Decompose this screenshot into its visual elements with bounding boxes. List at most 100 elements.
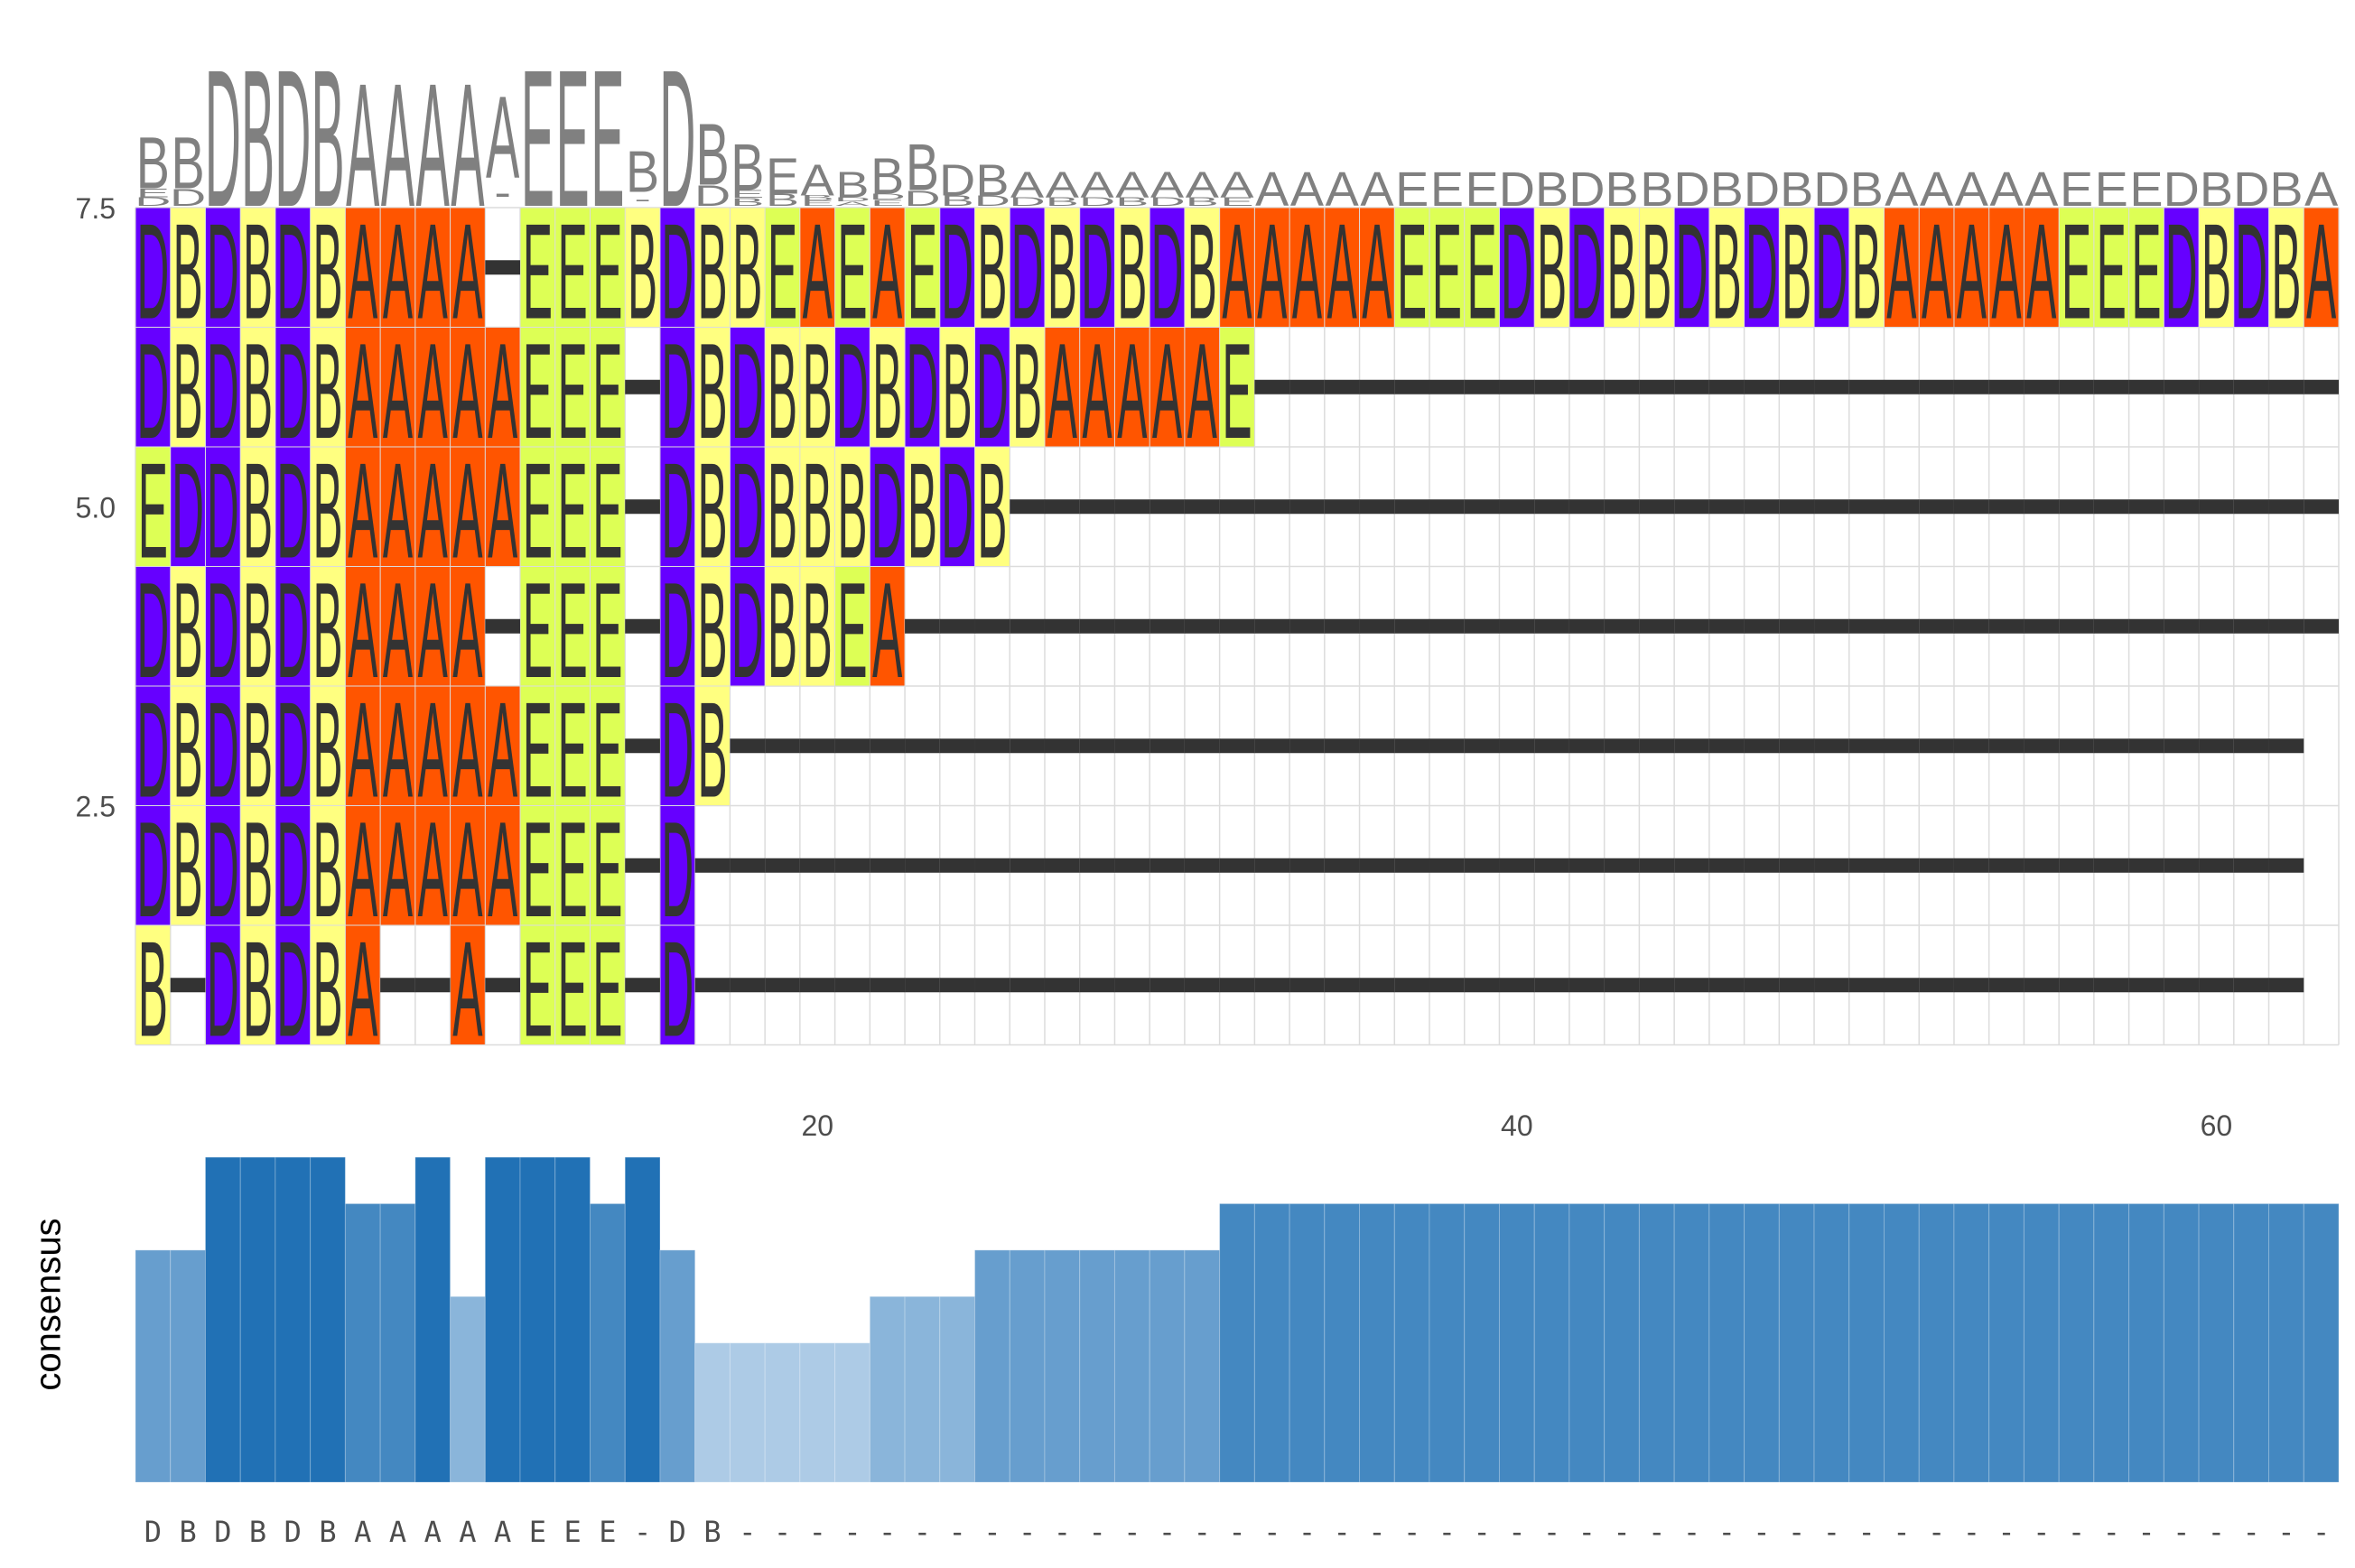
- gap-mark: [1848, 978, 1885, 993]
- gap-mark: [2199, 738, 2234, 754]
- consensus-letter: -: [1123, 1515, 1140, 1549]
- residue-letter: D: [941, 194, 973, 347]
- gap-mark: [1289, 499, 1325, 515]
- residue-cell: [135, 208, 171, 327]
- gap-mark: [2199, 978, 2234, 993]
- gap-mark: [1568, 978, 1605, 993]
- residue-cell: [1045, 208, 1080, 327]
- consensus-bar: [974, 1249, 1010, 1483]
- residue-letter: B: [908, 433, 937, 586]
- residue-letter: A: [2026, 194, 2056, 347]
- gap-mark: [1254, 379, 1290, 394]
- gap-mark: [1708, 738, 1745, 754]
- residue-cell: [311, 686, 345, 805]
- consensus-bar: [2093, 1202, 2130, 1483]
- consensus-letter: -: [1753, 1515, 1770, 1549]
- consensus-letter: -: [2033, 1515, 2050, 1549]
- residue-letter: D: [661, 433, 693, 586]
- residue-cell: [555, 208, 590, 327]
- residue-cell: [485, 686, 520, 805]
- residue-letter: E: [558, 673, 588, 825]
- residue-letter: A: [1992, 194, 2022, 347]
- gap-mark: [2093, 499, 2129, 515]
- residue-cell: [2199, 208, 2234, 327]
- residue-letter: B: [732, 194, 762, 347]
- residue-cell: [975, 328, 1010, 447]
- residue-letter: A: [452, 314, 482, 467]
- residue-cell: [451, 925, 485, 1044]
- residue-letter: D: [871, 433, 904, 586]
- gap-mark: [1674, 499, 1709, 515]
- residue-letter: D: [276, 553, 309, 706]
- consensus-letter: -: [1858, 1515, 1876, 1549]
- gap-mark: [1953, 738, 1989, 754]
- gap-mark: [1744, 978, 1780, 993]
- consensus-letter: A: [389, 1515, 406, 1549]
- consensus-letter: -: [2068, 1515, 2085, 1549]
- residue-letter: B: [977, 433, 1007, 586]
- residue-cell: [380, 208, 415, 327]
- residue-cell: [380, 567, 415, 686]
- residue-letter: E: [1222, 314, 1252, 467]
- residue-letter: A: [1222, 194, 1252, 347]
- residue-cell: [1745, 208, 1779, 327]
- gap-mark: [1779, 978, 1815, 993]
- residue-letter: E: [592, 314, 622, 467]
- gap-mark: [1114, 618, 1150, 634]
- gap-mark: [1219, 499, 1255, 515]
- consensus-bar: [1044, 1249, 1081, 1483]
- residue-letter: D: [276, 912, 309, 1064]
- gap-mark: [2164, 978, 2200, 993]
- consensus-letter: -: [809, 1515, 826, 1549]
- consensus-letter: A: [354, 1515, 371, 1549]
- gap-mark: [1988, 858, 2025, 873]
- residue-cell: [1919, 208, 1954, 327]
- residue-letter: B: [1187, 194, 1217, 347]
- residue-cell: [660, 925, 695, 1044]
- gap-mark: [1324, 858, 1360, 873]
- gap-mark: [1010, 499, 1045, 515]
- gap-mark: [1079, 858, 1115, 873]
- consensus-letter: -: [1613, 1515, 1630, 1549]
- residue-letter: B: [698, 194, 728, 347]
- gap-mark: [1429, 738, 1465, 754]
- consensus-letter: -: [914, 1515, 931, 1549]
- residue-letter: D: [136, 793, 169, 945]
- residue-letter: E: [523, 314, 553, 467]
- consensus-bar: [1778, 1202, 1815, 1483]
- residue-letter: B: [803, 553, 833, 706]
- gap-mark: [1604, 618, 1640, 634]
- gap-mark: [1534, 379, 1569, 394]
- residue-letter: E: [1432, 194, 1462, 347]
- consensus-letter: -: [1403, 1515, 1420, 1549]
- residue-cell: [800, 567, 835, 686]
- gap-mark: [1184, 499, 1220, 515]
- residue-letter: A: [383, 793, 413, 945]
- gap-mark: [974, 978, 1010, 993]
- residue-cell: [1220, 328, 1254, 447]
- residue-letter: B: [1537, 194, 1567, 347]
- gap-mark: [1184, 858, 1220, 873]
- residue-letter: B: [803, 314, 833, 467]
- residue-letter: D: [1501, 194, 1533, 347]
- gap-mark: [1953, 499, 1989, 515]
- gap-mark: [1114, 978, 1150, 993]
- consensus-letter: -: [1054, 1515, 1071, 1549]
- residue-cell: [1639, 208, 1674, 327]
- residue-letter: B: [837, 433, 867, 586]
- residue-letter: A: [348, 912, 377, 1064]
- residue-letter: D: [1745, 194, 1778, 347]
- residue-cell: [1569, 208, 1605, 327]
- gap-mark: [1534, 618, 1569, 634]
- residue-cell: [870, 208, 905, 327]
- residue-letter: D: [976, 314, 1009, 467]
- consensus-letter: -: [1299, 1515, 1316, 1549]
- gap-mark: [485, 260, 521, 275]
- residue-letter: A: [452, 553, 482, 706]
- residue-letter: A: [348, 553, 377, 706]
- residue-letter: D: [136, 314, 169, 467]
- gap-mark: [1639, 499, 1675, 515]
- residue-cell: [345, 567, 380, 686]
- residue-letter: B: [138, 912, 168, 1064]
- consensus-bar: [204, 1156, 241, 1483]
